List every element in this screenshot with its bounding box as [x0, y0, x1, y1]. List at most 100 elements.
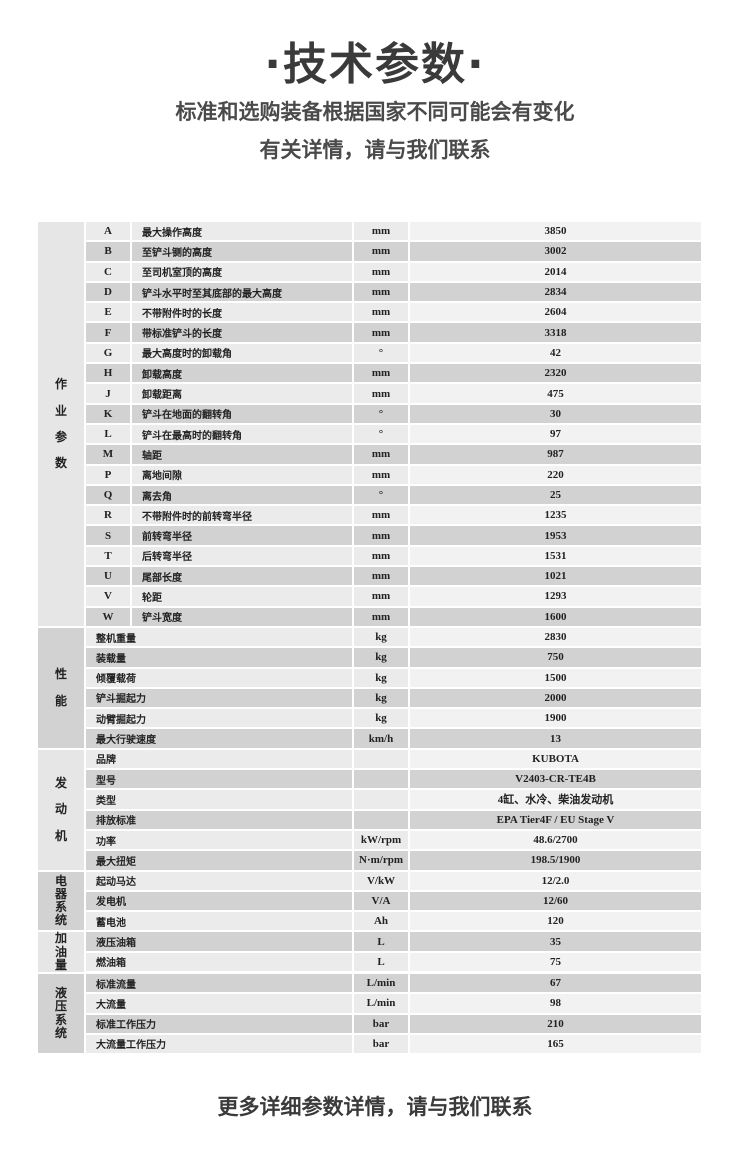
- table-row: W 铲斗宽度 mm 1600: [86, 607, 701, 626]
- row-unit: V/kW: [354, 871, 410, 890]
- row-value: 2014: [410, 262, 701, 281]
- row-value: 13: [550, 732, 561, 745]
- row-unit: [354, 749, 410, 769]
- row-code: Q: [86, 485, 132, 505]
- row-value: 3002: [544, 245, 567, 258]
- row-unit: mm: [354, 384, 410, 403]
- subtitle-line-1: 标准和选购装备根据国家不同可能会有变化: [175, 100, 575, 124]
- row-name: 铲斗水平时至其底部的最大高度: [132, 282, 354, 302]
- row-name: 轴距: [132, 445, 354, 464]
- spec-section: 电器系统 起动马达 V/kW 12/2.0 发电机 V/A 12/60 蓄电池 Ah 120: [38, 871, 701, 933]
- section-category-cell: 液压系统: [38, 973, 86, 1054]
- section-category-cell: 电器系统: [38, 871, 86, 931]
- table-row: 功率 kW/rpm 48.6/2700: [86, 830, 701, 852]
- row-code: P: [86, 465, 132, 484]
- row-unit: mm: [354, 364, 410, 383]
- spec-table: 作业参数 A 最大操作高度 mm 3850 B 至铲斗铡的高度 mm 3002 C 至司机室顶的高度…: [38, 222, 701, 1056]
- row-code: W: [86, 607, 132, 626]
- row-name: 不带附件时的前转弯半径: [132, 506, 354, 525]
- row-unit: L/min: [354, 973, 410, 993]
- row-code: F: [86, 323, 132, 342]
- table-row: 动臂掘起力 kg 1900: [86, 709, 701, 730]
- table-row: 品牌 KUBOTA: [86, 749, 701, 771]
- row-name: 最大行驶速度: [86, 729, 354, 748]
- row-value: 97: [410, 424, 701, 444]
- table-row: 大流量 L/min 98: [86, 994, 701, 1015]
- row-name: 发电机: [86, 891, 354, 911]
- row-value: 987: [547, 448, 564, 461]
- table-row: 起动马达 V/kW 12/2.0: [86, 871, 701, 892]
- row-name: 类型: [86, 790, 354, 809]
- row-name: 铲斗宽度: [132, 607, 354, 626]
- row-name: 最大操作高度: [132, 222, 354, 241]
- table-row: 最大行驶速度 km/h 13: [86, 729, 701, 748]
- row-name: 大流量: [86, 994, 354, 1013]
- row-value: 12/60: [542, 894, 569, 907]
- row-unit: mm: [354, 222, 410, 241]
- spec-section: 性能 整机重量 kg 2830 装载量 kg 750 倾覆载荷 kg 1500 铲斗掘起力 kg 200…: [38, 627, 701, 750]
- row-name: 至铲斗铡的高度: [132, 242, 354, 261]
- table-row: D 铲斗水平时至其底部的最大高度 mm 2834: [86, 282, 701, 304]
- row-unit: °: [354, 343, 410, 363]
- table-row: 整机重量 kg 2830: [86, 627, 701, 649]
- table-row: 倾覆载荷 kg 1500: [86, 668, 701, 689]
- table-row: 最大扭矩 N·m/rpm 198.5/1900: [86, 851, 701, 870]
- row-unit: °: [354, 485, 410, 505]
- row-name: 最大扭矩: [86, 851, 354, 870]
- row-value: 165: [410, 1034, 701, 1054]
- row-unit: mm: [354, 546, 410, 566]
- row-unit: kW/rpm: [354, 830, 410, 850]
- row-value: 2320: [544, 367, 567, 380]
- row-value: 98: [410, 994, 701, 1013]
- row-value: 2000: [544, 691, 567, 704]
- row-value: 48.6/2700: [410, 830, 701, 850]
- row-code: V: [86, 587, 132, 606]
- table-row: 发电机 V/A 12/60: [86, 891, 701, 913]
- row-name: 尾部长度: [132, 567, 354, 586]
- row-value: 220: [410, 465, 701, 484]
- row-unit: mm: [354, 282, 410, 302]
- row-code: D: [86, 282, 132, 302]
- table-row: R 不带附件时的前转弯半径 mm 1235: [86, 506, 701, 527]
- table-row: A 最大操作高度 mm 3850: [86, 222, 701, 243]
- row-value: 3318: [544, 326, 567, 339]
- row-value: 1235: [410, 506, 701, 525]
- row-value: 67: [550, 977, 561, 990]
- row-unit: mm: [354, 506, 410, 525]
- row-unit: L: [354, 932, 410, 951]
- row-value: 75: [410, 952, 701, 971]
- row-name: 起动马达: [86, 871, 354, 890]
- row-value: 4缸、水冷、柴油发动机: [410, 790, 701, 809]
- row-name: 离地间隙: [132, 465, 354, 484]
- row-name: 离去角: [132, 485, 354, 505]
- row-unit: mm: [354, 445, 410, 464]
- row-unit: kg: [354, 709, 410, 728]
- row-value: V2403-CR-TE4B: [515, 773, 596, 786]
- table-row: S 前转弯半径 mm 1953: [86, 526, 701, 547]
- row-name: 功率: [86, 830, 354, 850]
- row-unit: L/min: [354, 994, 410, 1013]
- row-value: 12/2.0: [410, 871, 701, 890]
- row-name: 最大高度时的卸载角: [132, 343, 354, 363]
- row-value: 1600: [544, 610, 567, 623]
- section-category-cell: 加油量: [38, 932, 86, 972]
- row-code: H: [86, 364, 132, 383]
- spec-section: 加油量 液压油箱 L 35 燃油箱 L 75: [38, 932, 701, 974]
- row-name: 卸载距离: [132, 384, 354, 403]
- row-name: 蓄电池: [86, 912, 354, 931]
- row-name: 卸载高度: [132, 364, 354, 383]
- table-row: 标准流量 L/min 67: [86, 973, 701, 995]
- row-value: KUBOTA: [410, 749, 701, 769]
- footer-contact-text: 更多详细参数详情，请与我们联系: [217, 1095, 533, 1119]
- table-row: F 带标准铲斗的长度 mm 3318: [86, 323, 701, 344]
- row-name: 铲斗掘起力: [86, 688, 354, 708]
- row-unit: [354, 810, 410, 829]
- row-name: 带标准铲斗的长度: [132, 323, 354, 342]
- row-code: E: [86, 303, 132, 322]
- row-value: 1021: [544, 570, 567, 583]
- row-value: 120: [410, 912, 701, 931]
- row-value: 1500: [410, 668, 701, 687]
- row-code: U: [86, 567, 132, 586]
- row-code: A: [86, 222, 132, 241]
- row-unit: kg: [354, 688, 410, 708]
